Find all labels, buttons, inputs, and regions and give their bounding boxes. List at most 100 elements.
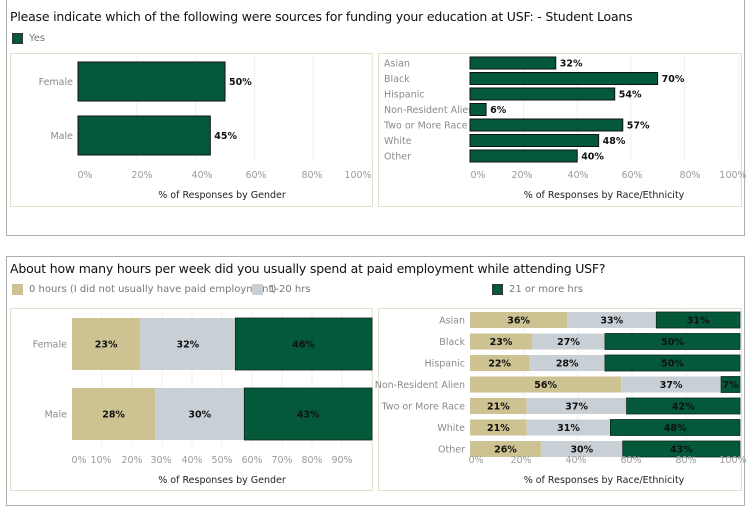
hours-legend-2: 21 or more hrs	[492, 284, 583, 295]
data-label: 27%	[557, 337, 580, 348]
tick-label: 70%	[271, 455, 292, 466]
loans-legend: Yes	[12, 33, 45, 44]
bar	[469, 56, 557, 70]
data-label: 23%	[490, 337, 513, 348]
data-label: 48%	[603, 136, 626, 147]
data-label: 31%	[557, 423, 580, 434]
category-label: White	[437, 423, 465, 434]
tick-label: 80%	[301, 170, 322, 181]
data-label: 32%	[176, 340, 199, 351]
data-label: 37%	[660, 380, 683, 391]
data-label: 50%	[229, 77, 252, 88]
tick-label: 0%	[77, 170, 92, 181]
data-label: 30%	[188, 410, 211, 421]
tick-label: 50%	[211, 455, 232, 466]
legend-swatch-0-hours	[12, 284, 23, 295]
category-label: White	[384, 136, 412, 147]
data-label: 32%	[560, 59, 583, 70]
data-label: 21%	[487, 402, 510, 413]
bar-segment	[140, 318, 236, 370]
data-label: 48%	[664, 423, 687, 434]
bar-segment	[622, 440, 741, 458]
bar-segment	[470, 312, 568, 328]
tick-label: 80%	[675, 455, 696, 466]
tick-label: 0%	[71, 455, 86, 466]
data-label: 56%	[534, 380, 557, 391]
category-label: Hispanic	[425, 359, 465, 370]
data-label: 43%	[670, 445, 693, 456]
tick-label: 60%	[620, 455, 641, 466]
bar-segment	[655, 311, 741, 329]
tick-label: 20%	[121, 455, 142, 466]
legend-label-yes: Yes	[29, 33, 46, 44]
data-label: 37%	[565, 402, 588, 413]
category-label: Asian	[439, 316, 465, 327]
data-label: 7%	[722, 380, 739, 391]
bar-segment	[526, 419, 611, 436]
category-label: Black	[439, 337, 465, 348]
bar-segment	[72, 318, 141, 370]
tick-label: 30%	[150, 455, 171, 466]
axis-label: % of Responses by Race/Ethnicity	[524, 190, 685, 201]
tick-label: 90%	[331, 455, 352, 466]
data-label: 31%	[687, 316, 710, 327]
bar	[77, 61, 226, 102]
axis-label: % of Responses by Gender	[158, 190, 286, 201]
data-label: 40%	[581, 152, 604, 163]
tick-label: 40%	[565, 455, 586, 466]
data-label: 42%	[672, 402, 695, 413]
bar-segment	[155, 388, 245, 440]
data-label: 6%	[490, 105, 507, 116]
tick-label: 40%	[567, 170, 588, 181]
tick-label: 40%	[191, 170, 212, 181]
tick-label: 0%	[468, 455, 483, 466]
data-label: 28%	[556, 359, 579, 370]
category-label: Other	[384, 152, 411, 163]
bar-segment	[532, 333, 605, 350]
axis-label: % of Responses by Gender	[158, 475, 286, 486]
axis-label: % of Responses by Race/Ethnicity	[524, 475, 685, 486]
data-label: 46%	[292, 340, 315, 351]
tick-label: 20%	[510, 455, 531, 466]
bar-segment	[470, 333, 533, 350]
bar-segment	[72, 388, 156, 440]
bar	[469, 134, 600, 147]
bar-segment	[526, 398, 627, 414]
bar-segment	[470, 376, 622, 393]
bar-segment	[470, 419, 527, 436]
data-label: 21%	[487, 423, 510, 434]
bar-segment	[621, 376, 722, 393]
legend-label-0-hours: 0 hours (I did not usually have paid emp…	[29, 284, 277, 295]
bar-segment	[626, 397, 741, 415]
tick-label: 100%	[719, 455, 746, 466]
bar-segment	[470, 441, 541, 457]
category-label: Non-Resident Alien	[375, 380, 465, 391]
bar	[469, 87, 616, 101]
tick-label: 10%	[90, 455, 111, 466]
data-label: 57%	[627, 121, 650, 132]
category-label: Female	[33, 340, 68, 351]
tick-label: 40%	[181, 455, 202, 466]
data-label: 45%	[214, 131, 237, 142]
bar	[469, 72, 659, 85]
legend-swatch-yes	[12, 33, 23, 44]
bar-segment	[567, 312, 657, 328]
tick-label: 80%	[301, 455, 322, 466]
data-label: 33%	[600, 316, 623, 327]
tick-label: 20%	[131, 170, 152, 181]
loans-title: Please indicate which of the following w…	[10, 9, 633, 24]
hours-legend-1: 1-20 hrs	[252, 284, 311, 295]
bar-segment	[540, 441, 623, 457]
bar	[469, 118, 624, 132]
bar-segment	[470, 398, 527, 414]
bar-segment	[610, 419, 741, 436]
hours-legend-0: 0 hours (I did not usually have paid emp…	[12, 284, 276, 295]
bar	[469, 149, 578, 163]
legend-swatch-1-20-hrs	[252, 284, 263, 295]
bar-segment	[720, 376, 741, 393]
data-label: 23%	[95, 340, 118, 351]
category-label: Other	[438, 445, 465, 456]
bar	[469, 103, 487, 116]
category-label: Male	[44, 410, 67, 421]
